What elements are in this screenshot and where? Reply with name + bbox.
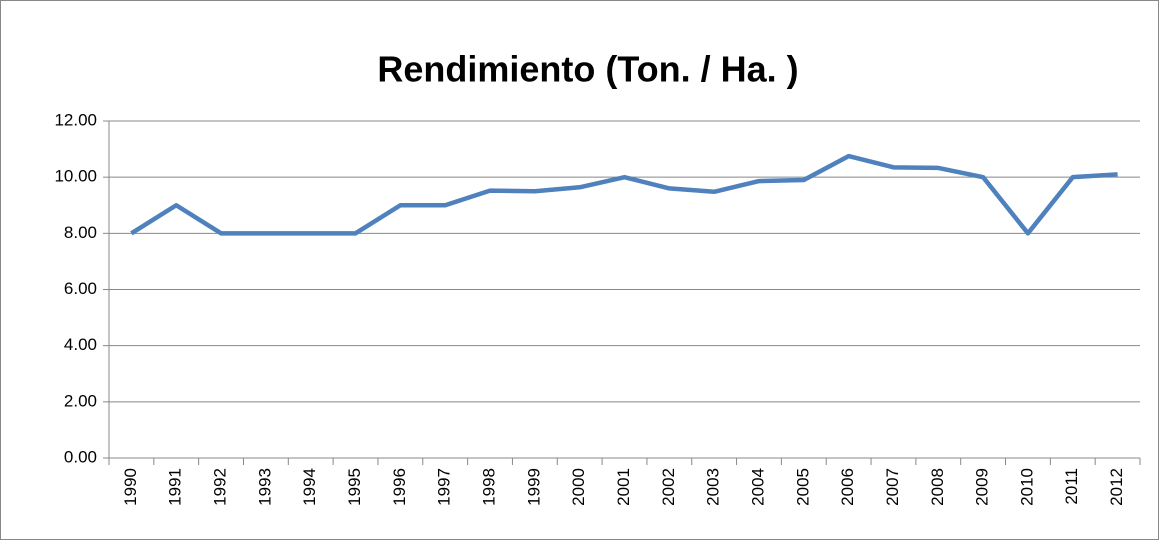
y-tick-label: 12.00 <box>54 110 97 129</box>
y-tick-label: 6.00 <box>64 279 97 298</box>
x-tick-label: 1993 <box>255 468 274 506</box>
y-tick-label: 4.00 <box>64 335 97 354</box>
x-tick-label: 2010 <box>1017 468 1036 506</box>
x-tick-label: 2007 <box>883 468 902 506</box>
x-tick-label: 2003 <box>704 468 723 506</box>
x-tick-label: 1996 <box>390 468 409 506</box>
x-tick-label: 1994 <box>300 468 319 506</box>
data-line <box>130 153 1118 236</box>
x-tick-label: 2004 <box>748 468 767 506</box>
y-tick-label: 8.00 <box>64 223 97 242</box>
x-tick-label: 2008 <box>928 468 947 506</box>
x-tick-label: 2005 <box>793 468 812 506</box>
x-tick-label: 1997 <box>435 468 454 506</box>
y-tick-label: 2.00 <box>64 391 97 410</box>
x-tick-label: 2002 <box>659 468 678 506</box>
x-tick-label: 2011 <box>1062 468 1081 505</box>
y-tick-label: 0.00 <box>64 447 97 466</box>
x-tick-label: 1995 <box>345 468 364 506</box>
chart-title: Rendimiento (Ton. / Ha. ) <box>377 49 798 90</box>
x-tick-label: 1998 <box>480 468 499 506</box>
x-tick-label: 2001 <box>614 468 633 506</box>
x-tick-label: 2012 <box>1107 468 1126 506</box>
x-tick-label: 1999 <box>524 468 543 506</box>
x-tick-label: 1990 <box>121 468 140 506</box>
y-tick-label: 10.00 <box>54 167 97 186</box>
x-tick-label: 2000 <box>569 468 588 506</box>
x-tick-label: 1991 <box>166 468 185 506</box>
x-tick-label: 2009 <box>973 468 992 506</box>
x-tick-label: 1992 <box>211 468 230 506</box>
x-tick-label: 2006 <box>838 468 857 506</box>
